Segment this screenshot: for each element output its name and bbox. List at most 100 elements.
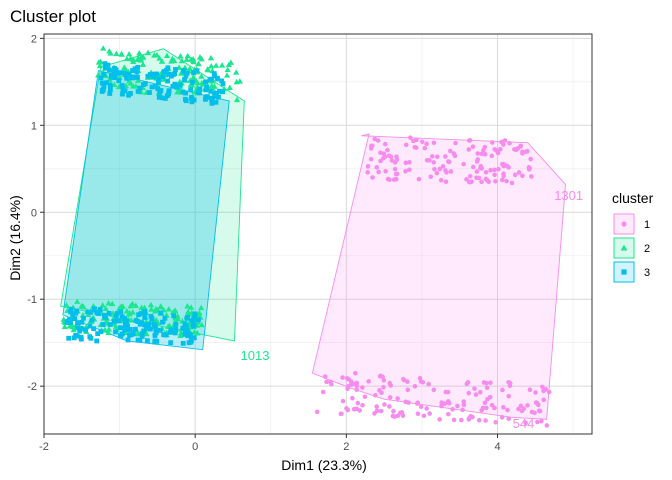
cluster-point (118, 325, 123, 331)
cluster-point (74, 298, 81, 304)
cluster-point (518, 144, 523, 149)
y-tick-label: -1 (27, 294, 37, 306)
cluster-point (416, 176, 422, 182)
cluster-hull-2 (60, 48, 245, 342)
cluster-point (394, 157, 400, 162)
cluster-point (501, 405, 506, 410)
cluster-point (112, 74, 118, 80)
cluster-point (152, 308, 159, 314)
cluster-point (502, 138, 508, 143)
cluster-point (381, 151, 387, 156)
cluster-point (158, 58, 166, 64)
cluster-point (372, 136, 378, 142)
cluster-point (220, 81, 226, 87)
cluster-point (466, 138, 472, 143)
cluster-point (116, 78, 122, 84)
cluster-point (395, 396, 400, 401)
cluster-point (143, 330, 150, 337)
cluster-point (407, 160, 412, 165)
cluster-point (437, 417, 442, 422)
cluster-point (424, 406, 429, 411)
cluster-point (475, 151, 481, 156)
cluster-point (184, 52, 191, 59)
cluster-point (518, 403, 524, 409)
cluster-point (479, 179, 484, 185)
y-axis-ticks: -2 -1 0 1 2 (27, 33, 44, 393)
cluster-point (207, 54, 215, 61)
cluster-point (203, 87, 209, 93)
cluster-point (212, 62, 220, 68)
cluster-point (127, 332, 132, 338)
cluster-point (98, 329, 104, 335)
cluster-point (541, 397, 547, 403)
cluster-point (424, 157, 430, 163)
cluster-point (484, 380, 489, 386)
cluster-point (96, 62, 104, 69)
cluster-point (132, 66, 138, 72)
cluster-point (488, 167, 493, 173)
cluster-point (499, 415, 505, 420)
cluster-point (119, 83, 125, 88)
cluster-point (405, 379, 410, 384)
cluster-point (72, 316, 78, 322)
cluster-point (107, 82, 113, 88)
cluster-point (141, 328, 147, 334)
cluster-point (198, 304, 205, 311)
cluster-point (111, 71, 117, 76)
cluster-point (74, 333, 80, 339)
cluster-point (68, 306, 74, 312)
cluster-point (492, 172, 497, 178)
cluster-point (465, 380, 471, 385)
cluster-point (75, 325, 81, 331)
cluster-point (373, 392, 378, 398)
cluster-point (381, 384, 386, 390)
cluster-point (535, 402, 541, 408)
cluster-point (357, 408, 363, 413)
cluster-point (443, 154, 448, 159)
cluster-point (506, 393, 511, 399)
cluster-point (158, 310, 164, 316)
cluster-point (434, 154, 440, 160)
cluster-point (520, 149, 525, 155)
cluster-point (209, 100, 215, 106)
cluster-point (100, 322, 106, 327)
cluster-point (379, 390, 384, 396)
cluster-point (126, 71, 132, 77)
cluster-point (539, 418, 544, 424)
cluster-point (172, 307, 179, 313)
cluster-point (95, 331, 101, 337)
cluster-point (149, 84, 155, 90)
cluster-point (507, 140, 512, 146)
cluster-point (217, 88, 222, 94)
cluster-point (155, 86, 161, 92)
cluster-point (466, 390, 472, 396)
cluster-point (164, 67, 169, 73)
cluster-point (455, 403, 460, 409)
cluster-point (130, 68, 135, 74)
cluster-point (97, 58, 104, 65)
cluster-point (68, 309, 73, 315)
cluster-point (494, 148, 499, 153)
y-tick-label: 2 (31, 33, 37, 45)
cluster-point (130, 56, 137, 63)
cluster-points (60, 45, 552, 428)
cluster-point (525, 148, 530, 154)
cluster-point (320, 389, 326, 395)
cluster-point (233, 96, 241, 103)
cluster-point (140, 54, 147, 60)
cluster-point (391, 408, 396, 414)
cluster-point (87, 323, 93, 329)
cluster-point (161, 69, 167, 74)
cluster-point (385, 147, 390, 153)
cluster-point (152, 84, 158, 89)
cluster-point (129, 300, 136, 307)
cluster-point (439, 403, 444, 409)
cluster-point (365, 170, 370, 175)
cluster-point (104, 80, 110, 86)
cluster-point (180, 325, 186, 331)
cluster-point (478, 389, 483, 395)
cluster-point (523, 420, 528, 426)
cluster-point (489, 153, 495, 159)
cluster-point (190, 79, 195, 85)
